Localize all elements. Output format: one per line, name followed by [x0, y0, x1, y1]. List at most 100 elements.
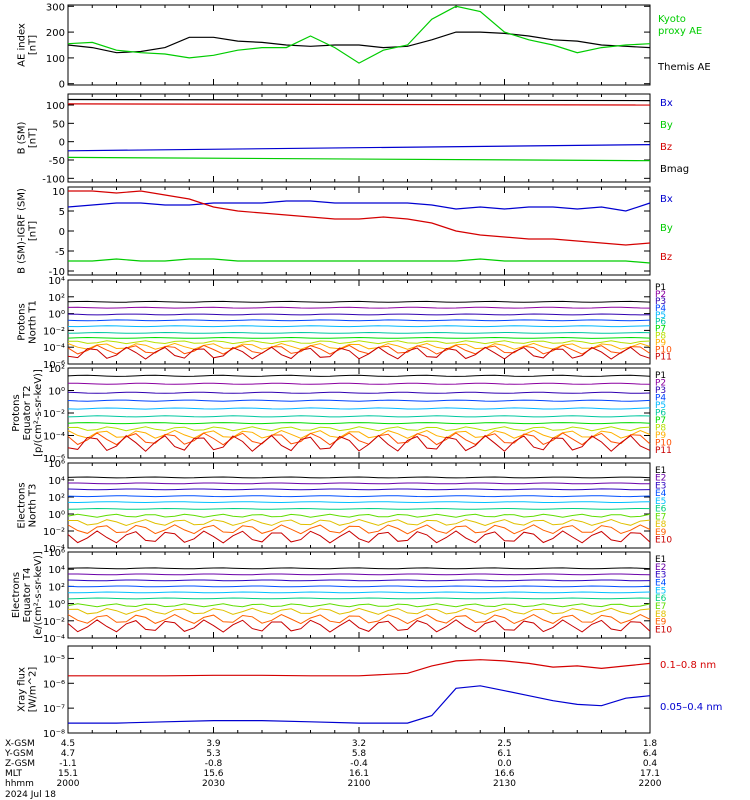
panel-5-legend-p8: P8 — [655, 423, 666, 433]
panel-1-ylabel: AE index — [17, 23, 28, 67]
panel-4-legend-p1: P1 — [655, 283, 666, 293]
panel-7-legend-e9: E9 — [655, 618, 667, 628]
xaxis-row-label: Y-GSM — [4, 749, 33, 759]
panel-7-channel-e5 — [67, 591, 651, 594]
panel-7-ytick-label: 10⁶ — [48, 548, 65, 559]
panel-3-ytick-label: 0 — [59, 227, 65, 238]
panel-3-ytick-label: -10 — [49, 267, 65, 278]
xaxis-row-value: 16.1 — [349, 769, 369, 779]
xaxis-row-value: -0.8 — [205, 759, 223, 769]
panel-2-series-bmag — [67, 98, 651, 102]
panel-5-channel-p9 — [67, 429, 651, 439]
panel-4-channel-p3 — [67, 313, 651, 316]
panel-6-channel-e1 — [67, 476, 651, 479]
panel-2-ylabel: B (SM) — [17, 121, 28, 154]
panel-6-channel-e6 — [67, 507, 651, 510]
panel-2-ytick-label: 100 — [46, 101, 65, 112]
xaxis-row-label: X-GSM — [5, 739, 35, 749]
panel-7-channel-e8 — [67, 607, 651, 615]
panel-5-legend-p4: P4 — [655, 393, 666, 403]
panel-6-frame — [67, 462, 651, 549]
panel-5-ylabel: [p/(cm²-s-sr-keV)] — [33, 369, 44, 457]
panel-4-channel-p5 — [67, 325, 651, 328]
panel-5-legend-p11: P11 — [655, 446, 672, 456]
xaxis-date: 2024 Jul 18 — [5, 790, 56, 800]
panel-5-channel-p2 — [67, 382, 651, 385]
panel-2-legend-bx: Bx — [660, 98, 673, 109]
panel-4-channel-p7 — [67, 336, 651, 339]
panel-8-series-0.05–0.4-nm — [68, 685, 651, 724]
panel-1-ytick-label: 200 — [46, 28, 65, 39]
panel-8-ytick-label: 10⁻⁸ — [43, 729, 65, 740]
xaxis-row-value: 5.8 — [352, 749, 367, 759]
panel-6-ytick-label: 10⁶ — [48, 459, 65, 470]
xaxis-row-value: 6.4 — [643, 749, 658, 759]
panel-7-channel-e6 — [67, 597, 651, 600]
xaxis-row-value: -1.1 — [59, 759, 77, 769]
panel-1-ytick-label: 300 — [46, 2, 65, 13]
panel-7-channel-e2 — [68, 573, 651, 576]
panel-6-legend-e4: E4 — [655, 489, 667, 499]
panel-6-ytick-label: 10² — [48, 493, 65, 504]
panel-4-channel-p9 — [67, 342, 651, 350]
panel-2-ytick-label: 0 — [59, 138, 65, 149]
panel-4-ytick-label: 10⁻⁶ — [43, 360, 65, 371]
panel-4-ylabel: North T1 — [28, 300, 39, 344]
panel-4-legend-p4: P4 — [655, 304, 666, 314]
xaxis-row-label: Z-GSM — [5, 759, 35, 769]
panel-5-ylabel: Protons — [11, 394, 22, 431]
panel-8-ytick-label: 10⁻⁵ — [43, 654, 65, 665]
xaxis-row-value: 15.6 — [203, 769, 223, 779]
panel-6-legend-e3: E3 — [655, 481, 666, 491]
xaxis-row-value: 2100 — [348, 779, 371, 789]
panel-5-channel-p8 — [67, 426, 651, 432]
panel-4-legend-p7: P7 — [655, 325, 666, 335]
panel-6-ylabel: North T3 — [28, 484, 39, 528]
xaxis-row-value: 6.1 — [497, 749, 511, 759]
panel-4-legend-p10: P10 — [655, 346, 672, 356]
panel-6-legend-e7: E7 — [655, 512, 666, 522]
panel-2-legend-bz: Bz — [660, 142, 672, 153]
xaxis-row-value: 4.5 — [61, 739, 75, 749]
panel-2-legend-bmag: Bmag — [660, 164, 689, 175]
panel-7-legend-e6: E6 — [655, 594, 667, 604]
panel-6-channel-e2 — [68, 482, 651, 485]
panel-4-legend-p9: P9 — [655, 339, 666, 349]
panel-8-frame — [67, 645, 651, 734]
xaxis-row-value: -0.4 — [350, 759, 368, 769]
panel-3-frame — [67, 186, 651, 276]
panel-3-ylabel: [nT] — [28, 221, 39, 241]
panel-5-channel-p6 — [67, 415, 651, 418]
xaxis-row-value: 2200 — [639, 779, 662, 789]
panel-5-legend-p6: P6 — [655, 408, 666, 418]
panel-3-series-by — [68, 258, 651, 264]
panel-4-channel-p4 — [67, 319, 651, 322]
panel-4-channel-p10 — [67, 344, 651, 355]
panel-4-legend-p6: P6 — [655, 318, 666, 328]
panel-4-channel-p11 — [67, 346, 651, 360]
xaxis-row-value: 5.3 — [206, 749, 220, 759]
xaxis-row-value: 0.0 — [497, 759, 512, 769]
panel-5-legend-p9: P9 — [655, 431, 666, 441]
panel-6-ytick-label: 10⁻⁴ — [43, 544, 65, 555]
panel-1-ytick-label: 0 — [59, 80, 65, 91]
panel-6-legend-e9: E9 — [655, 528, 667, 538]
panel-7-channel-e7 — [67, 603, 651, 608]
panel-2-ytick-label: -100 — [42, 174, 65, 185]
panel-7-ylabel: Equator T4 — [22, 568, 33, 623]
panel-4-ytick-label: 10² — [48, 293, 65, 304]
panel-2-legend-by: By — [660, 120, 673, 131]
panel-4-ytick-label: 10⁻² — [43, 326, 65, 337]
panel-5-ylabel: Equator T2 — [22, 386, 33, 441]
panel-5-ytick-label: 10⁻² — [43, 409, 65, 420]
panel-3-legend-bz: Bz — [660, 252, 672, 263]
panel-3-series-bx — [67, 200, 651, 212]
panel-8-legend-short: 0.05–0.4 nm — [660, 702, 722, 713]
panel-6-ytick-label: 10⁻² — [43, 527, 65, 538]
panel-7-legend-e3: E3 — [655, 571, 666, 581]
panel-6-channel-e4 — [67, 495, 651, 498]
panel-5-legend-p10: P10 — [655, 438, 672, 448]
panel-6-channel-e7 — [67, 513, 651, 518]
panel-5-channel-p5 — [67, 407, 651, 410]
